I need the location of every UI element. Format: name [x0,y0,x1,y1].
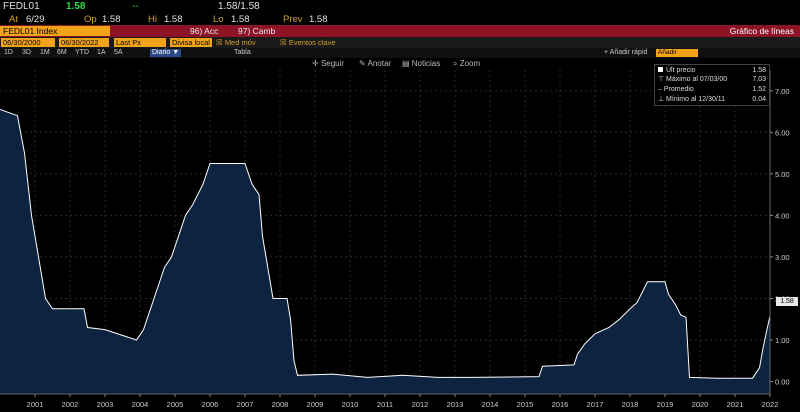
legend-max-label: Máximo al 07/03/00 [666,76,728,83]
price-field-select[interactable]: Last Px [114,38,166,47]
actions-menu[interactable]: 96) Acc [190,26,219,36]
x-tick-label: 2008 [272,400,289,409]
period-3d[interactable]: 3D [22,49,31,56]
open-label: Op [84,14,97,25]
quote-row: FEDL01 1.58 -- 1.58/1.58 [0,0,800,13]
ticker-input[interactable]: FEDL01 Index [0,26,110,36]
open-value: 1.58 [102,14,121,25]
legend-min-row: ⊥ Mínimo al 12/30/11 [658,96,726,103]
y-tick-label: 4.00 [775,211,790,220]
annotate-label: Anotar [367,59,392,68]
x-tick-label: 2013 [447,400,464,409]
y-tick-label: 6.00 [775,128,790,137]
at-value: 6/29 [26,14,45,25]
x-tick-label: 2014 [482,400,499,409]
period-row: 1D 3D 1M 6M YTD 1A 5A Diario ▼ Tabla + A… [0,48,800,64]
period-5a[interactable]: 5A [114,49,123,56]
legend-avg-label: Promedio [663,86,694,93]
y-tick-label: 1.00 [775,336,790,345]
x-tick-label: 2007 [237,400,254,409]
follow-button[interactable]: ✛ Seguir [312,59,345,68]
ohlc-row: At 6/29 Op 1.58 Hi 1.58 Lo 1.58 Prev 1.5… [0,13,800,25]
annotate-button[interactable]: ✎ Anotar [359,59,392,68]
x-tick-label: 2015 [517,400,534,409]
high-value: 1.58 [164,14,183,25]
quote-ticker: FEDL01 [3,1,40,12]
x-tick-label: 2006 [202,400,219,409]
x-tick-label: 2001 [27,400,44,409]
last-price-tag: 1.58 [776,297,798,306]
moving-average-label: Med móv [224,38,256,47]
x-tick-label: 2011 [377,400,393,409]
chart-title: Gráfico de líneas [729,26,794,36]
chart-toolbar: ✛ Seguir ✎ Anotar ▤ Noticias ⌕ Zoom [0,58,800,70]
x-tick-label: 2020 [692,400,709,409]
y-tick-label: 3.00 [775,253,790,262]
legend-swatch [658,67,663,72]
legend-last-label: Últ precio [666,67,696,74]
x-tick-label: 2012 [412,400,429,409]
news-button[interactable]: ▤ Noticias [402,59,441,68]
table-button[interactable]: Tabla [234,49,251,56]
command-bar: FEDL01 Index 96) Acc 97) Camb Gráfico de… [0,25,800,37]
news-label: Noticias [411,59,441,68]
change-menu[interactable]: 97) Camb [238,26,276,36]
quote-change: -- [132,1,139,12]
x-tick-label: 2005 [167,400,184,409]
legend-last-row: Últ precio [658,66,696,75]
key-events-label: Eventos clave [288,38,336,47]
legend-min-value: 0.04 [752,96,766,103]
period-1a[interactable]: 1A [97,49,106,56]
x-tick-label: 2017 [587,400,604,409]
x-tick-label: 2016 [552,400,569,409]
chart-legend: Últ precio 1.58 ⊤ Máximo al 07/03/00 7.0… [654,64,770,106]
x-tick-label: 2002 [62,400,79,409]
high-label: Hi [148,14,157,25]
series-area [0,109,770,394]
legend-min-label: Mínimo al 12/30/11 [666,96,726,103]
end-date-field[interactable]: 06/30/2022 [59,38,109,47]
legend-last-value: 1.58 [752,67,766,74]
at-label: At [9,14,18,25]
quote-bid-ask: 1.58/1.58 [218,1,260,12]
quick-add-button[interactable]: + Añadir rápid [604,49,648,56]
x-tick-label: 2022 [762,400,779,409]
low-value: 1.58 [231,14,250,25]
x-tick-label: 2018 [622,400,639,409]
prev-value: 1.58 [309,14,328,25]
legend-avg-value: 1.52 [752,86,766,93]
y-tick-label: 5.00 [775,170,790,179]
currency-select[interactable]: Divisa local [170,38,212,47]
legend-avg-row: – Promedio [658,86,694,93]
add-field-input[interactable]: Añadir campo [656,49,698,64]
y-tick-label: 7.00 [775,87,790,96]
x-tick-label: 2003 [97,400,114,409]
period-1m[interactable]: 1M [40,49,50,56]
x-tick-label: 2010 [342,400,359,409]
start-date-field[interactable]: 06/30/2000 [1,38,55,47]
key-events-toggle[interactable]: ☒ Eventos clave [280,38,336,47]
quote-last-price: 1.58 [66,1,86,12]
x-tick-label: 2019 [657,400,674,409]
period-ytd[interactable]: YTD [75,49,89,56]
frequency-select[interactable]: Diario ▼ [150,49,182,57]
moving-average-toggle[interactable]: ☒ Med móv [216,38,256,47]
low-label: Lo [213,14,224,25]
x-tick-label: 2009 [307,400,324,409]
follow-label: Seguir [320,59,345,68]
prev-label: Prev [283,14,303,25]
param-row: 06/30/2000 06/30/2022 Last Px Divisa loc… [0,37,800,48]
zoom-button[interactable]: ⌕ Zoom [453,59,481,68]
legend-max-row: ⊤ Máximo al 07/03/00 [658,76,728,83]
series-line [0,109,771,379]
line-chart[interactable]: 0.001.002.003.004.005.006.007.0020012002… [0,58,800,412]
y-tick-label: 0.00 [775,378,790,387]
zoom-label: Zoom [459,59,481,68]
period-1d[interactable]: 1D [4,49,13,56]
x-tick-label: 2004 [132,400,149,409]
x-tick-label: 2021 [727,400,744,409]
legend-max-value: 7.03 [752,76,766,83]
period-6m[interactable]: 6M [57,49,67,56]
